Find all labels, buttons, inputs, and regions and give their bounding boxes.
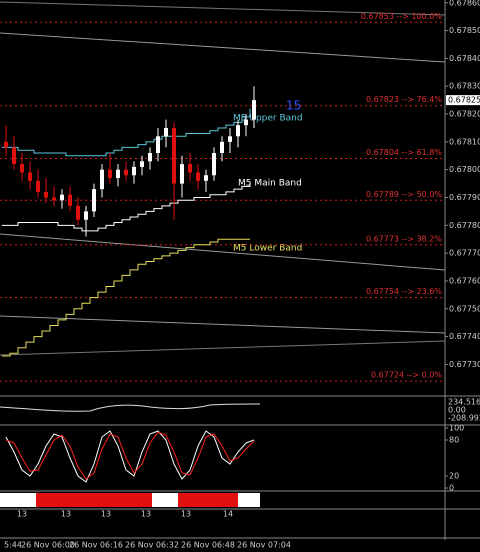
y-tick-label: 0.67830 [449,82,480,91]
y-tick-label: 0 [449,484,454,493]
fib-label: 0.67789 --> 50.0% [366,190,442,199]
candle-body [164,127,168,137]
x-tick-label: 26 Nov 06:16 [69,541,123,550]
hour-label: 13 [181,510,191,519]
annotation: 15 [286,99,301,113]
y-tick-label: 0.67820 [449,110,480,119]
candle-body [172,127,176,184]
trend-line [0,32,446,63]
trend-line [0,315,446,334]
fib-label: 0.67773 --> 38.2% [366,234,442,243]
band-label: M5 Lower Band [233,244,302,254]
candle-body [204,175,208,181]
x-tick-label: 26 Nov 06:48 [181,541,235,550]
hour-label: 13 [101,510,111,519]
fib-label: 0.67804 --> 61.8% [366,148,442,157]
cci-label: 234.5163 [448,398,480,407]
fib-label: 0.67853 --> 100.0% [361,12,443,21]
y-tick-label: 0.67760 [449,276,480,285]
fib-label: 0.67724 --> 0.0% [371,371,442,380]
candle-body [140,161,144,167]
y-tick-label: 0.67860 [449,0,480,7]
hour-label: 13 [17,510,27,519]
y-tick-label: 20 [449,472,459,481]
y-tick-label: 100 [449,424,464,433]
candle-body [132,166,136,176]
y-tick-label: 0.67790 [449,193,480,202]
candle-body [244,119,248,126]
x-tick-label: 5:44 [4,541,22,550]
hour-label: 14 [223,510,233,519]
x-tick-label: 26 Nov 07:04 [237,541,291,550]
fib-label: 0.67754 --> 23.6% [366,287,442,296]
candle-body [12,147,16,165]
hour-label: 13 [61,510,71,519]
trend-line [0,1,446,16]
y-tick-label: 0.67800 [449,165,480,174]
band-line [2,183,251,232]
candle-body [196,172,200,181]
x-tick-label: 26 Nov 06:32 [125,541,179,550]
stochastic-line [5,431,255,480]
candle-body [20,164,24,173]
candle-body [228,136,232,142]
trend-line [0,233,446,271]
cci-label: 0.00 [448,406,466,415]
y-tick-label: 0.67810 [449,137,480,146]
band-label: M5 Upper Band [233,114,303,124]
candle-body [36,180,40,192]
candle-body [124,169,128,176]
candle-body [84,211,88,220]
y-tick-label: 0.67740 [449,332,480,341]
y-tick-label: 80 [449,436,459,445]
candle-body [44,191,48,198]
candle-body [92,189,96,212]
y-tick-label: 0.67840 [449,54,480,63]
band-line [2,108,251,157]
candle-body [156,136,160,153]
trend-line [0,340,446,356]
candle-body [212,152,216,176]
candle-body [252,100,256,120]
candle-body [4,141,8,148]
signal-strip [0,493,260,507]
cci-label: -208.9929 [448,414,480,423]
candle-body [100,169,104,190]
x-tick-label: 26 Nov 06:00 [21,541,75,550]
y-tick-label: 0.67730 [449,360,480,369]
candle-body [52,197,56,201]
candle-body [108,169,112,179]
candle-body [148,152,152,162]
y-tick-label: 0.67850 [449,26,480,35]
fib-label: 0.67823 --> 76.4% [366,95,442,104]
candle-body [60,194,64,201]
stochastic-line [5,430,255,483]
candle-body [236,125,240,137]
candle-body [220,141,224,153]
candle-body [28,172,32,181]
candle-body [116,169,120,179]
band-label: M5 Main Band [238,179,302,189]
band-line [2,238,250,357]
y-tick-label: 0.67770 [449,249,480,258]
candle-body [188,164,192,173]
cci-line [0,403,261,412]
price-box [446,95,480,106]
candle-body [76,205,80,220]
price-label: 0.67825 [448,96,480,105]
candle-body [68,194,72,206]
candle-body [180,164,184,184]
y-tick-label: 0.67750 [449,304,480,313]
hour-label: 13 [141,510,151,519]
y-tick-label: 0.67780 [449,221,480,230]
